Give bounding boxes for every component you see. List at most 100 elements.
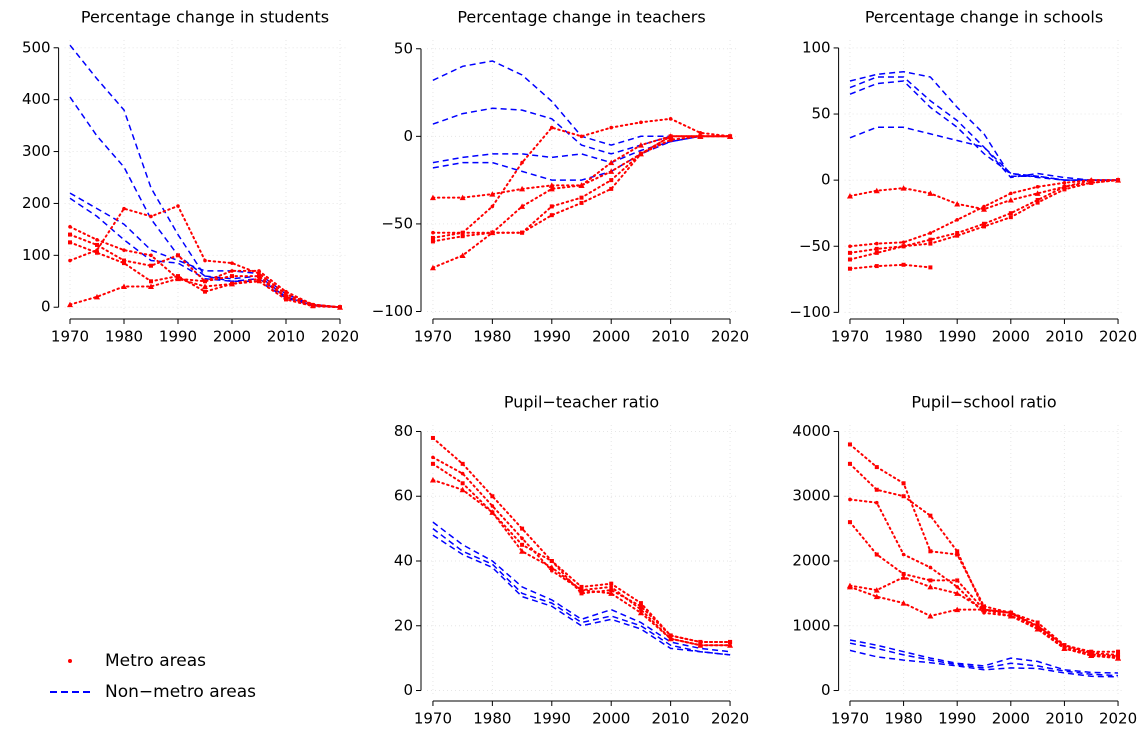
dotted-line [431,479,732,647]
x-tick-label: 2020 [711,710,749,728]
dot-marker [928,565,933,570]
dotted-line [431,135,732,243]
dot-marker [431,230,435,235]
x-tick-label: 1970 [414,710,452,728]
square-marker [520,526,525,531]
y-tick-label: −100 [372,302,413,320]
dot-marker [1009,191,1013,196]
dashed-line [849,642,1119,677]
triangle-marker [927,190,934,196]
triangle-marker [1088,652,1095,659]
dot-marker [203,258,207,263]
square-marker [430,239,435,244]
panel-title: Pupil−teacher ratio [504,393,659,412]
triangle-marker [519,548,526,554]
y-tick-label: 50 [394,39,413,57]
dot-marker [848,244,852,249]
dotted-line [849,179,1119,261]
dot-marker [284,289,288,294]
dot-marker [982,204,986,209]
square-marker [549,204,554,209]
y-tick-label: −50 [381,214,413,232]
y-tick-label: 4000 [792,422,830,440]
square-marker [874,487,879,492]
square-marker [638,604,643,609]
square-marker [549,559,554,563]
square-marker [901,244,906,249]
square-marker [847,442,852,447]
dotted-line [849,498,1119,658]
dotted-line [69,233,341,309]
square-marker [520,230,525,235]
x-tick-label: 1970 [414,328,452,346]
square-marker [68,240,72,245]
dot-marker [95,237,99,242]
triangle-marker [608,168,615,174]
y-tick-label: 200 [22,194,51,212]
x-tick-label: 1990 [533,710,571,728]
y-tick-label: 1000 [792,616,830,634]
dashed-line [432,107,731,155]
square-marker [176,274,180,279]
triangle-marker [954,606,961,613]
y-tick-label: 20 [394,616,413,634]
triangle-marker [608,159,615,166]
x-tick-label: 2000 [592,710,630,728]
triangle-marker [873,187,880,194]
x-tick-label: 1980 [473,328,511,346]
triangle-marker [1061,645,1068,651]
square-marker [579,591,584,596]
x-tick-label: 2010 [652,710,690,728]
square-marker [122,258,126,263]
square-marker [928,265,933,270]
triangle-marker [697,642,704,648]
square-marker [1089,180,1094,185]
square-marker [460,234,465,239]
square-marker [874,465,879,470]
square-marker [257,279,261,284]
square-marker [460,461,465,466]
triangle-marker [548,182,555,188]
dot-marker [579,134,584,139]
square-marker [698,134,703,139]
triangle-marker [873,587,880,593]
triangle-marker [846,193,853,199]
dot-marker [431,455,435,460]
triangle-marker [175,275,181,282]
y-tick-label: 3000 [792,487,830,505]
dot-marker [520,536,524,541]
x-tick-label: 1990 [159,328,197,346]
square-marker [430,461,435,466]
dot-marker [609,585,614,589]
triangle-marker [981,206,987,212]
square-marker [149,279,153,284]
square-marker [490,230,495,235]
y-tick-label: 300 [22,142,51,160]
dot-marker [1062,180,1067,185]
dot-marker [874,241,879,246]
square-marker [284,297,288,302]
square-marker [901,494,906,499]
panel-title: Pupil−school ratio [911,393,1056,412]
dashed-line [849,639,1119,674]
triangle-marker [1034,190,1041,196]
square-marker [1008,215,1013,220]
y-tick-label: 0 [403,681,413,699]
square-marker [176,253,180,258]
square-marker [955,549,960,554]
y-tick-label: −100 [789,303,830,321]
square-marker [982,221,986,226]
square-marker [430,235,435,240]
y-tick-label: 0 [821,681,831,699]
triangle-marker [459,194,466,201]
y-tick-label: 100 [802,38,831,56]
triangle-marker [727,642,734,648]
triangle-marker [121,283,127,289]
dot-marker [176,204,180,208]
square-marker [728,639,733,644]
dot-marker [122,206,126,211]
triangle-marker [489,191,496,197]
dot-marker [955,218,959,222]
square-marker [874,264,879,269]
